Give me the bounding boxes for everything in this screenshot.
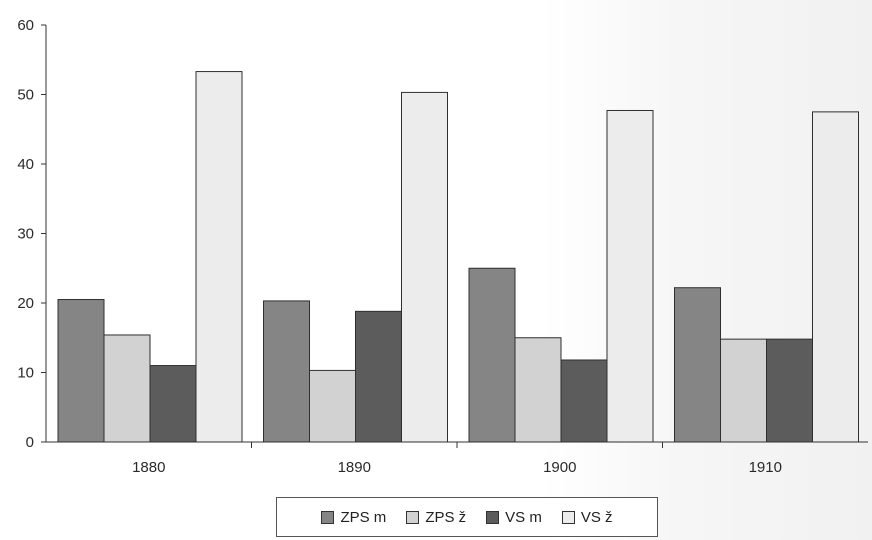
bar-1910-VS-m (766, 338, 813, 443)
legend-item-VS-ž: VS ž (561, 508, 613, 526)
legend-item-VS-m: VS m (486, 509, 542, 526)
bar-1880-VS-m (149, 365, 197, 443)
bar-1880-ZPS-ž (103, 334, 151, 443)
legend-swatch-icon (486, 510, 500, 524)
bar-1890-VS-m (355, 310, 402, 443)
bar-1890-VS-ž (401, 91, 448, 443)
bar-1890-ZPS-ž (309, 369, 356, 443)
x-tick-label-1890: 1890 (338, 459, 371, 476)
y-tick-label-0: 0 (26, 434, 34, 451)
y-tick-label-50: 50 (17, 87, 34, 104)
y-tick-label-30: 30 (17, 226, 34, 243)
y-tick-label-60: 60 (17, 17, 34, 34)
legend-item-ZPS-ž: ZPS ž (406, 509, 466, 526)
legend-label: VS m (505, 508, 542, 526)
bar-1910-ZPS-ž (720, 338, 767, 443)
bar-1910-ZPS-m (674, 287, 721, 443)
bar-1900-ZPS-ž (514, 337, 562, 443)
x-tick-label-1880: 1880 (132, 459, 165, 476)
legend-swatch-icon (321, 510, 335, 524)
bar-1900-VS-ž (606, 109, 654, 443)
tick-labels: 0 10 20 30 40 50 60 1880 1890 1900 1910 (17, 17, 782, 476)
x-tick-label-1910: 1910 (749, 459, 782, 476)
legend-label: VS ž (580, 508, 613, 526)
legend-label: ZPS ž (425, 508, 467, 526)
bars (57, 71, 859, 443)
bar-chart: 0 10 20 30 40 50 60 1880 1890 1900 1910 (17, 17, 868, 476)
y-tick-label-40: 40 (17, 156, 34, 173)
bar-1880-VS-ž (195, 71, 243, 443)
bar-1900-ZPS-m (468, 267, 516, 443)
y-tick-label-10: 10 (17, 365, 34, 382)
bar-1900-VS-m (560, 359, 608, 443)
legend-swatch-icon (406, 510, 420, 524)
bar-1890-ZPS-m (263, 300, 310, 443)
legend: ZPS m ZPS ž VS m VS ž (276, 497, 658, 537)
bar-1880-ZPS-m (57, 299, 105, 443)
legend-swatch-icon (561, 510, 575, 524)
x-tick-label-1900: 1900 (543, 459, 576, 476)
legend-label: ZPS m (340, 508, 387, 526)
y-tick-label-20: 20 (17, 295, 34, 312)
bar-1910-VS-ž (812, 111, 859, 443)
legend-item-ZPS-m: ZPS m (321, 509, 386, 526)
